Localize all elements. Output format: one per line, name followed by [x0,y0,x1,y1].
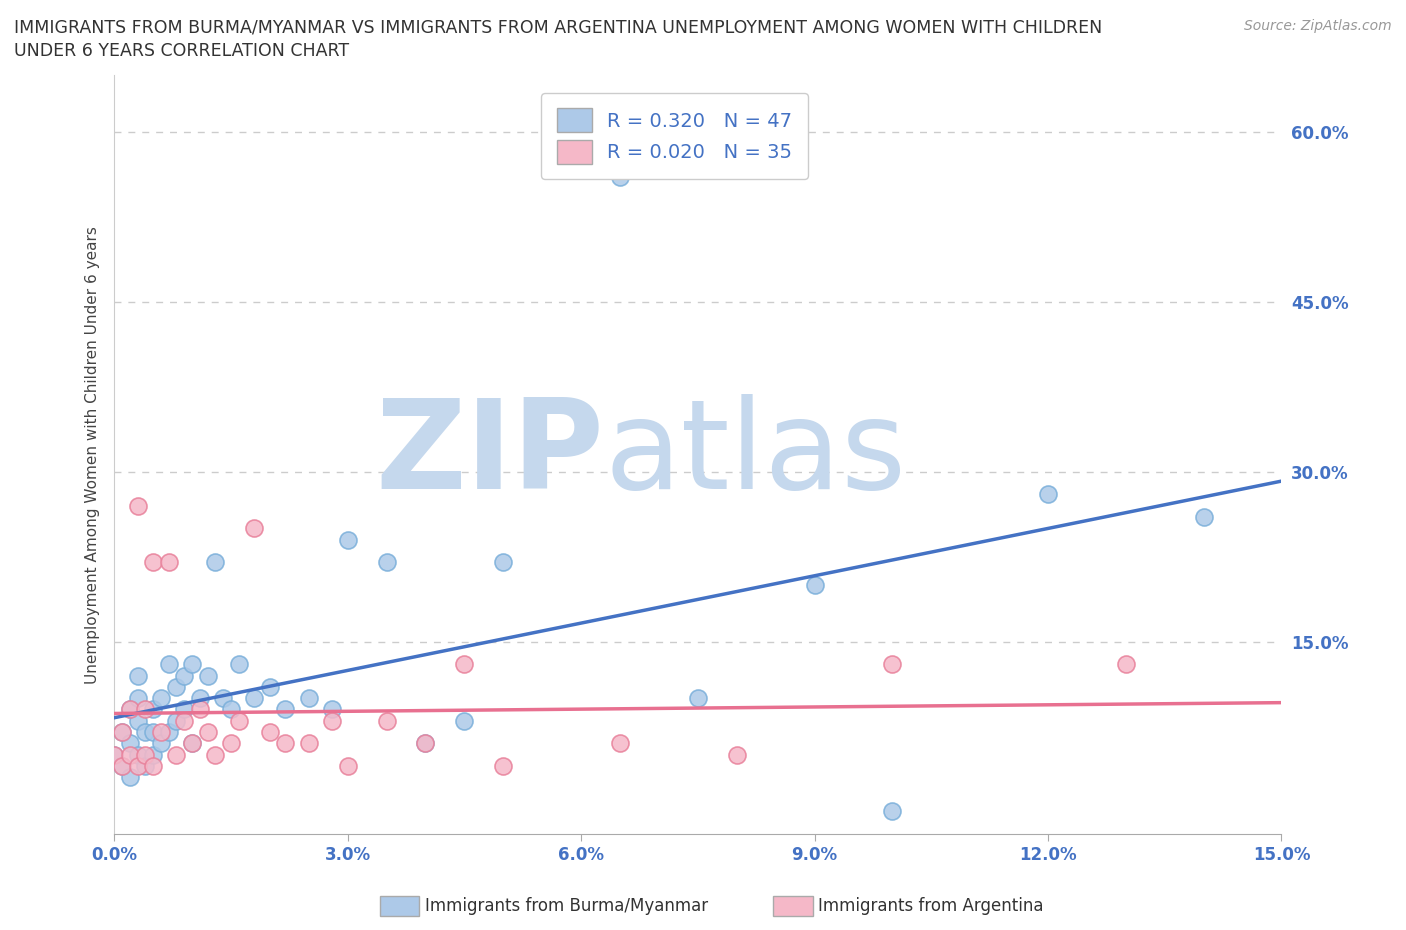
Point [118,702,141,717]
Point [111,759,134,774]
Point [321,702,343,717]
Point [197,668,219,683]
Legend: R = 0.320   N = 47, R = 0.020   N = 35: R = 0.320 N = 47, R = 0.020 N = 35 [541,93,808,179]
Point [127,498,149,513]
Point [492,555,515,570]
Point [453,713,475,728]
Point [1036,487,1059,502]
Point [243,691,266,706]
Point [321,713,343,728]
Point [142,724,165,739]
Point [609,736,631,751]
Point [228,657,250,671]
Point [142,702,165,717]
Point [118,736,141,751]
Point [219,736,242,751]
Point [165,748,187,763]
Text: Immigrants from Argentina: Immigrants from Argentina [818,897,1043,915]
Point [111,724,134,739]
Point [118,748,141,763]
Point [118,702,141,717]
Point [149,724,172,739]
Point [127,691,149,706]
Point [157,555,180,570]
Point [103,748,125,763]
Point [134,748,156,763]
Point [609,170,631,185]
Point [212,691,235,706]
Point [103,748,125,763]
Point [142,748,165,763]
Point [134,759,156,774]
Point [111,724,134,739]
Text: IMMIGRANTS FROM BURMA/MYANMAR VS IMMIGRANTS FROM ARGENTINA UNEMPLOYMENT AMONG WO: IMMIGRANTS FROM BURMA/MYANMAR VS IMMIGRA… [14,19,1102,36]
Point [243,521,266,536]
Point [204,748,226,763]
Point [181,736,204,751]
Point [725,748,748,763]
Point [181,657,204,671]
Point [157,657,180,671]
Point [219,702,242,717]
Point [165,713,187,728]
Point [134,702,156,717]
Point [173,702,195,717]
Point [686,691,709,706]
Point [375,713,398,728]
Point [298,691,321,706]
Point [336,532,359,547]
Text: Immigrants from Burma/Myanmar: Immigrants from Burma/Myanmar [425,897,707,915]
Y-axis label: Unemployment Among Women with Children Under 6 years: Unemployment Among Women with Children U… [86,226,100,684]
Point [803,578,825,592]
Point [1115,657,1137,671]
Point [259,724,281,739]
Point [336,759,359,774]
Point [173,713,195,728]
Point [111,759,134,774]
Point [882,657,904,671]
Point [134,724,156,739]
Point [274,702,297,717]
Point [375,555,398,570]
Point [165,680,187,695]
Point [188,691,211,706]
Point [259,680,281,695]
Point [415,736,437,751]
Point [142,555,165,570]
Point [204,555,226,570]
Point [188,702,211,717]
Point [882,804,904,818]
Point [118,770,141,785]
Point [127,759,149,774]
Point [453,657,475,671]
Point [149,736,172,751]
Text: ZIP: ZIP [375,394,605,515]
Text: atlas: atlas [605,394,907,515]
Text: UNDER 6 YEARS CORRELATION CHART: UNDER 6 YEARS CORRELATION CHART [14,42,349,60]
Point [157,724,180,739]
Point [127,713,149,728]
Point [1192,510,1215,525]
Point [492,759,515,774]
Point [142,759,165,774]
Point [298,736,321,751]
Point [274,736,297,751]
Point [127,668,149,683]
Text: Source: ZipAtlas.com: Source: ZipAtlas.com [1244,19,1392,33]
Point [173,668,195,683]
Point [149,691,172,706]
Point [415,736,437,751]
Point [197,724,219,739]
Point [127,748,149,763]
Point [228,713,250,728]
Point [181,736,204,751]
